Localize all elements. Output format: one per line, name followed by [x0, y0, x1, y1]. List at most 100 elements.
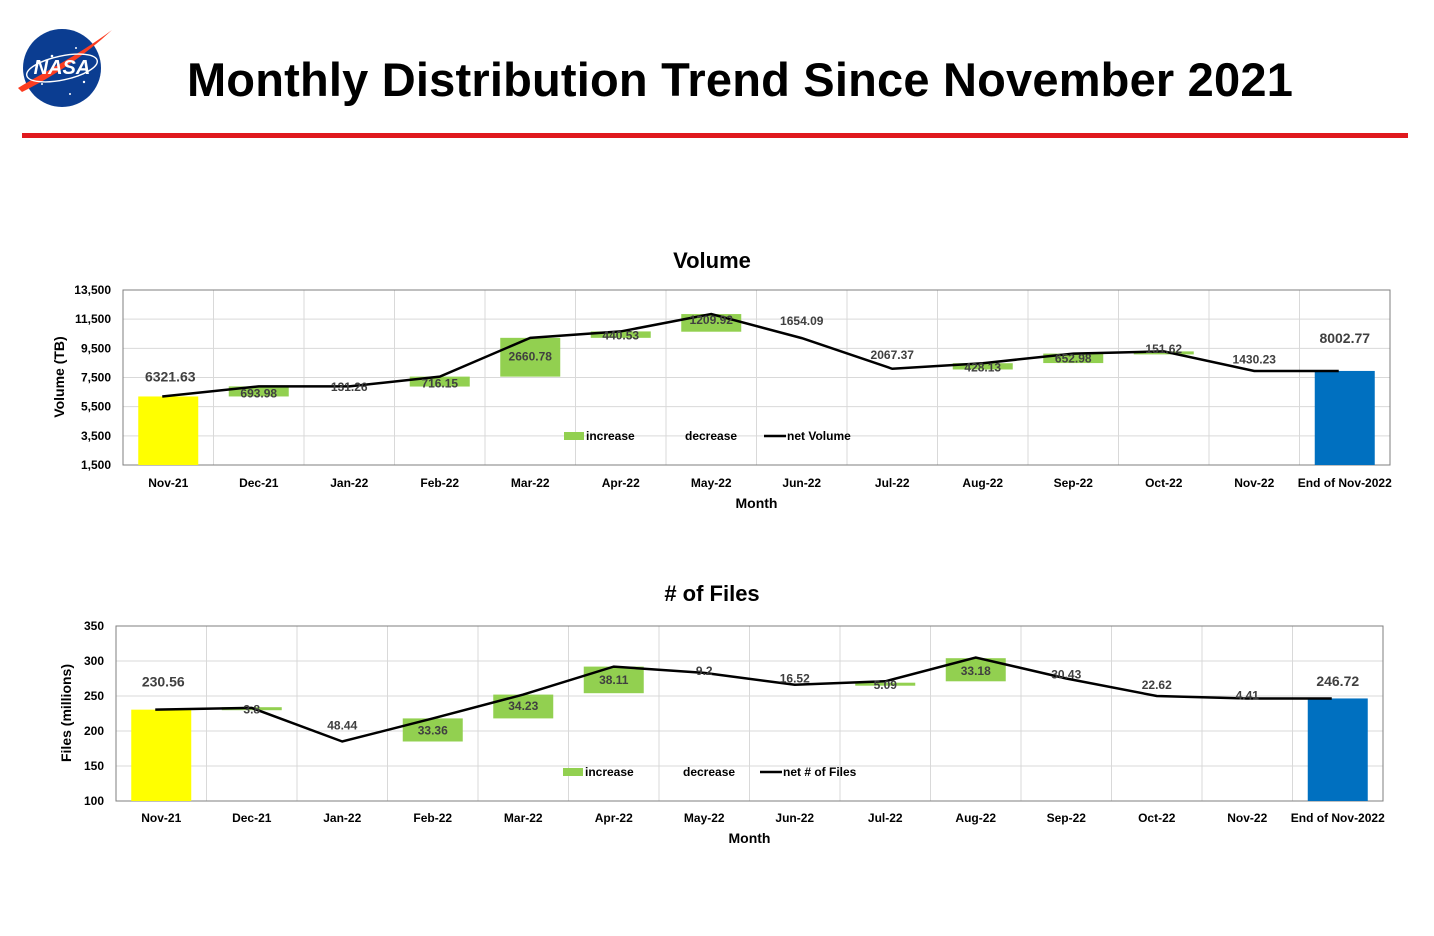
- plot-area: [122, 289, 1391, 466]
- y-tick-label: 150: [84, 759, 104, 773]
- x-tick-label: Jan-22: [323, 811, 361, 825]
- data-label: 1209.92: [690, 313, 734, 327]
- legend-decrease-label: decrease: [683, 765, 735, 779]
- files-chart: # of Files 100 150 200 250 300 350 230.56 3.8 48.…: [58, 581, 1385, 846]
- increase-bar: [409, 376, 470, 387]
- y-tick-label: 200: [84, 724, 104, 738]
- data-label: 22.62: [1142, 678, 1172, 692]
- data-label: 3.8: [243, 702, 260, 716]
- x-tick-label: Feb-22: [413, 811, 452, 825]
- x-tick-label: Aug-22: [962, 476, 1003, 490]
- x-tick-label: Nov-21: [148, 476, 188, 490]
- increase-bar: [945, 658, 1006, 682]
- x-tick-label: Nov-22: [1234, 476, 1274, 490]
- legend-increase-swatch: [564, 432, 584, 440]
- increase-bar: [952, 363, 1013, 370]
- data-label: 16.52: [780, 672, 810, 686]
- increase-bar: [855, 682, 916, 686]
- x-tick-label: Sep-22: [1054, 476, 1094, 490]
- data-label: 34.23: [508, 699, 538, 713]
- page-title: Monthly Distribution Trend Since Novembe…: [186, 53, 1294, 106]
- data-label: 428.13: [964, 360, 1001, 374]
- x-tick-label: May-22: [684, 811, 725, 825]
- data-label: 716.15: [421, 377, 458, 391]
- y-tick-label: 5,500: [81, 400, 111, 414]
- data-label: 5.09: [874, 678, 898, 692]
- data-label: 9.2: [696, 664, 713, 678]
- data-label: 38.11: [599, 673, 629, 687]
- x-tick-label: Jun-22: [775, 811, 814, 825]
- nasa-logo: NASA: [18, 29, 112, 107]
- nasa-logo-text: NASA: [34, 57, 91, 79]
- x-tick-label: Mar-22: [511, 476, 550, 490]
- end-bar: [1314, 370, 1375, 465]
- data-label: 33.36: [418, 723, 448, 737]
- data-label: 2067.37: [871, 348, 915, 362]
- x-tick-label: Oct-22: [1138, 811, 1176, 825]
- data-label: 693.98: [240, 387, 277, 401]
- volume-chart: Volume 1,500 3,500 5,500 7,500 9,500 11,500 13,…: [51, 248, 1392, 511]
- net-line: [155, 656, 1332, 743]
- y-tick-label: 13,500: [74, 283, 111, 297]
- net-line: [162, 312, 1339, 398]
- chart-title: # of Files: [664, 581, 759, 606]
- increase-bar: [1133, 351, 1194, 355]
- y-tick-label: 300: [84, 654, 104, 668]
- data-label: 4.41: [1236, 688, 1260, 702]
- x-tick-label: Jul-22: [875, 476, 910, 490]
- data-label: 246.72: [1316, 673, 1359, 689]
- start-bar: [138, 396, 199, 465]
- increase-bar: [493, 694, 554, 719]
- y-tick-label: 350: [84, 619, 104, 633]
- end-bar: [1307, 698, 1368, 801]
- data-label: 652.98: [1055, 352, 1092, 366]
- x-tick-label: Feb-22: [420, 476, 459, 490]
- legend-net-label: net Volume: [787, 429, 851, 443]
- y-tick-label: 11,500: [75, 312, 111, 326]
- start-bar: [131, 709, 192, 801]
- legend-increase-swatch: [563, 768, 583, 776]
- x-tick-label: Jul-22: [868, 811, 903, 825]
- x-tick-label: End of Nov-2022: [1298, 476, 1392, 490]
- increase-bar: [590, 331, 651, 338]
- y-tick-label: 1,500: [81, 458, 111, 472]
- x-tick-label: May-22: [691, 476, 732, 490]
- data-label: 1430.23: [1233, 352, 1277, 366]
- x-tick-label: Mar-22: [504, 811, 543, 825]
- increase-bar: [1043, 353, 1104, 364]
- x-tick-label: Apr-22: [595, 811, 633, 825]
- legend-net-label: net # of Files: [783, 765, 857, 779]
- data-label: 230.56: [142, 674, 185, 690]
- data-label: 30.43: [1051, 667, 1081, 681]
- x-tick-label: Oct-22: [1145, 476, 1183, 490]
- y-axis-label: Files (millions): [58, 664, 74, 762]
- x-tick-label: Nov-22: [1227, 811, 1267, 825]
- data-label: 2660.78: [509, 350, 553, 364]
- x-tick-label: Nov-21: [141, 811, 181, 825]
- x-tick-label: Aug-22: [955, 811, 996, 825]
- legend-increase-label: increase: [586, 429, 635, 443]
- x-tick-label: Dec-21: [232, 811, 272, 825]
- x-axis-label: Month: [736, 495, 778, 511]
- increase-bar: [402, 718, 463, 742]
- data-label: 440.53: [602, 328, 639, 342]
- increase-bar: [500, 337, 561, 377]
- y-tick-label: 9,500: [81, 341, 111, 355]
- data-label: 48.44: [327, 718, 357, 732]
- x-tick-label: Dec-21: [239, 476, 279, 490]
- plot-area: [115, 625, 1384, 802]
- chart-title: Volume: [673, 248, 751, 273]
- y-tick-label: 250: [84, 689, 104, 703]
- x-axis-label: Month: [729, 830, 771, 846]
- increase-bar: [228, 386, 289, 397]
- data-label: 131.26: [331, 380, 368, 394]
- data-label: 8002.77: [1319, 330, 1370, 346]
- data-label: 6321.63: [145, 369, 196, 385]
- y-axis-label: Volume (TB): [51, 336, 67, 417]
- x-tick-label: Sep-22: [1047, 811, 1087, 825]
- x-tick-label: Jan-22: [330, 476, 368, 490]
- x-tick-label: End of Nov-2022: [1291, 811, 1385, 825]
- y-tick-label: 3,500: [81, 429, 111, 443]
- increase-bar: [583, 666, 644, 694]
- y-tick-label: 7,500: [81, 371, 111, 385]
